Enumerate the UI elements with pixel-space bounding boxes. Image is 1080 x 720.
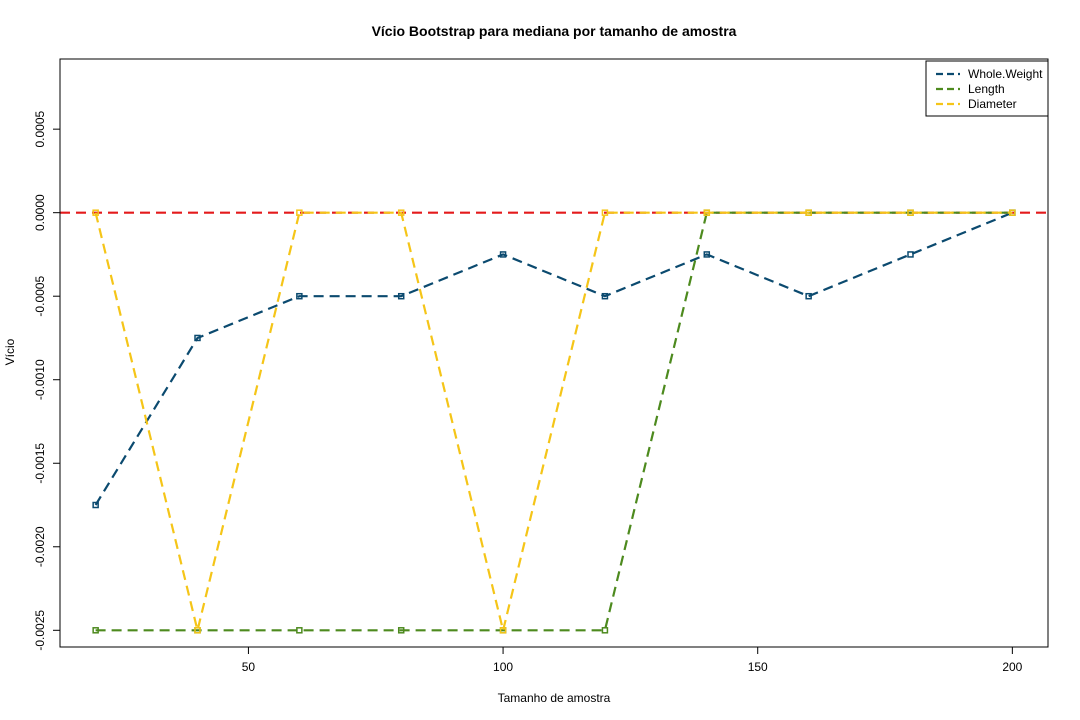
y-tick-label: -0.0025 xyxy=(33,610,47,651)
data-point-diameter xyxy=(805,209,812,216)
data-point-whole-weight xyxy=(805,292,812,300)
data-point-whole-weight xyxy=(397,292,405,300)
x-tick-label: 100 xyxy=(493,660,513,674)
x-tick-label: 200 xyxy=(1002,660,1022,674)
data-point-diameter xyxy=(907,209,914,216)
data-point-diameter xyxy=(194,627,201,634)
legend-label-length: Length xyxy=(968,82,1005,96)
legend-box xyxy=(925,60,1049,117)
data-point-whole-weight xyxy=(703,251,711,258)
data-point-whole-weight xyxy=(601,292,609,300)
series-line-whole-weight xyxy=(94,211,1013,506)
data-point-length xyxy=(601,627,609,634)
series-line-length xyxy=(95,211,1013,632)
y-tick-label: -0.0005 xyxy=(33,276,47,317)
data-point-diameter xyxy=(397,209,405,216)
data-point-whole-weight xyxy=(194,334,201,342)
data-point-diameter xyxy=(601,209,609,216)
data-point-whole-weight xyxy=(296,292,303,300)
y-tick-label: -0.0015 xyxy=(33,443,47,484)
y-tick-label: -0.0010 xyxy=(33,359,47,400)
plot-frame xyxy=(59,58,1049,648)
x-tick-label: 50 xyxy=(242,660,256,674)
data-point-length xyxy=(92,627,99,634)
y-tick-label: 0.0000 xyxy=(33,194,47,231)
data-point-diameter xyxy=(499,627,507,634)
chart-title: Vício Bootstrap para mediana por tamanho… xyxy=(372,23,737,39)
data-point-whole-weight xyxy=(92,501,99,509)
y-axis-label: Vício xyxy=(3,338,17,365)
data-point-diameter xyxy=(92,209,99,216)
data-point-length xyxy=(397,627,405,634)
y-tick-label: -0.0020 xyxy=(33,526,47,567)
series-line-diameter xyxy=(94,211,1013,631)
data-point-whole-weight xyxy=(907,251,914,258)
data-point-diameter xyxy=(703,209,711,216)
data-point-diameter xyxy=(296,209,303,216)
x-tick-label: 150 xyxy=(748,660,768,674)
legend-label-diameter: Diameter xyxy=(968,97,1017,111)
x-axis-label: Tamanho de amostra xyxy=(498,691,611,705)
data-point-whole-weight xyxy=(499,251,507,258)
y-tick-label: 0.0005 xyxy=(33,110,47,147)
legend-label-whole-weight: Whole.Weight xyxy=(968,67,1043,81)
data-point-length xyxy=(296,627,303,634)
data-point-diameter xyxy=(1009,209,1016,216)
